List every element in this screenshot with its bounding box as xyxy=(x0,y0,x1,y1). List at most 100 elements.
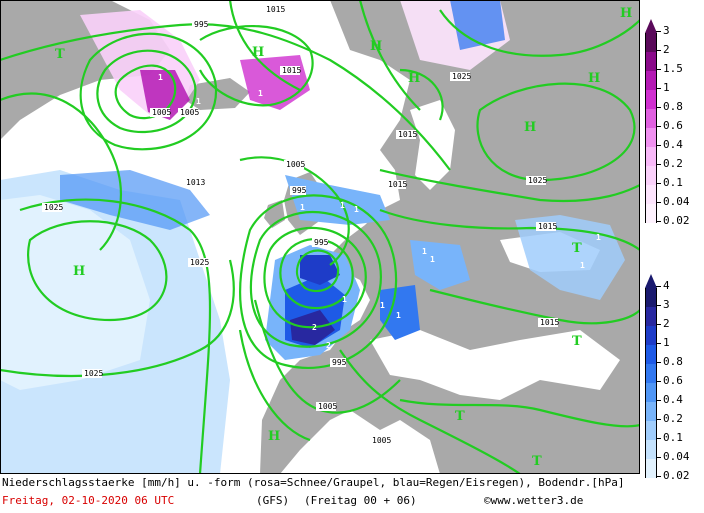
isobar-line xyxy=(379,208,640,251)
isobar-line xyxy=(27,220,168,322)
snow-scale-swatch xyxy=(645,147,657,166)
isobar-label: 995 xyxy=(290,186,307,195)
rain-scale-label: 0.6 xyxy=(663,374,683,387)
rain-scale-tick xyxy=(656,438,661,439)
map-caption: Niederschlagsstaerke [mm/h] u. -form (ro… xyxy=(2,476,625,489)
copyright: ©www.wetter3.de xyxy=(484,494,583,507)
isobar-label: 1005 xyxy=(150,108,171,117)
svg-text:1015: 1015 xyxy=(540,318,559,327)
rain-scale-tick xyxy=(656,343,661,344)
rain-scale-swatch xyxy=(645,383,657,402)
precip-value: 1 xyxy=(342,295,347,304)
snow-scale-swatch xyxy=(645,204,657,223)
high-pressure-center: H xyxy=(268,429,280,444)
precip-value: 1 xyxy=(300,203,305,212)
rain-scale-tick xyxy=(656,324,661,325)
rain-scale-tick xyxy=(656,362,661,363)
rain-scale-label: 0.8 xyxy=(663,355,683,368)
svg-text:1005: 1005 xyxy=(372,436,391,445)
rain-scale-label: 0.04 xyxy=(663,450,690,463)
isobar-line xyxy=(439,9,640,57)
svg-text:1005: 1005 xyxy=(286,160,305,169)
isobar-label: 1025 xyxy=(450,72,471,81)
isobar-line xyxy=(249,210,382,348)
high-pressure-center: H xyxy=(620,6,632,21)
snow-scale-tick xyxy=(656,69,661,70)
precip-value: 1 xyxy=(258,89,263,98)
snow-scale-label: 1.5 xyxy=(663,62,683,75)
isobar-label: 995 xyxy=(312,238,329,247)
isobar-label: 1015 xyxy=(536,222,557,231)
precip-value: 1 xyxy=(354,205,359,214)
isobar-line xyxy=(199,25,314,107)
snow-scale-swatch xyxy=(645,33,657,52)
svg-text:995: 995 xyxy=(314,238,329,247)
isobar-label: 1015 xyxy=(264,5,285,14)
snow-scale-tick xyxy=(656,145,661,146)
rain-area-arctic xyxy=(450,0,505,50)
precip-value: 1 xyxy=(596,233,601,242)
isobar-label: 1025 xyxy=(42,203,63,212)
svg-text:1013: 1013 xyxy=(186,178,205,187)
snow-scale-swatch xyxy=(645,71,657,90)
svg-text:1025: 1025 xyxy=(84,369,103,378)
snow-scale-label: 0.6 xyxy=(663,119,683,132)
rain-scale-tick xyxy=(656,305,661,306)
rain-scale-swatch xyxy=(645,364,657,383)
rain-scale-label: 0.4 xyxy=(663,393,683,406)
isobar-label: 1025 xyxy=(526,176,547,185)
isobar-line xyxy=(19,198,212,474)
precip-value: 1 xyxy=(422,247,427,256)
rain-scale-swatch xyxy=(645,459,657,478)
high-pressure-center: H xyxy=(370,39,382,54)
svg-text:1015: 1015 xyxy=(538,222,557,231)
svg-text:995: 995 xyxy=(194,20,209,29)
low-pressure-center: T xyxy=(532,454,542,469)
isobar-label: 1005 xyxy=(284,160,305,169)
snow-scale-tick xyxy=(656,164,661,165)
site-name: www.wetter3.de xyxy=(490,494,584,507)
snow-scale-label: 0.04 xyxy=(663,195,690,208)
rain-scale-swatch xyxy=(645,402,657,421)
rain-scale-bottom-arrow xyxy=(645,478,657,492)
isobar-label: 995 xyxy=(192,20,209,29)
rain-area-central xyxy=(410,240,470,290)
weather-map: 1015 995 1015 1005 1025 1015 1005 1025 9… xyxy=(0,0,640,474)
svg-text:1015: 1015 xyxy=(282,66,301,75)
isobar-label: 1015 xyxy=(280,66,301,75)
rain-scale-tick xyxy=(656,400,661,401)
map-footer: Freitag, 02-10-2020 06 UTC (GFS) (Freita… xyxy=(2,494,702,507)
snow-scale-swatch xyxy=(645,166,657,185)
snow-scale-label: 1 xyxy=(663,81,670,94)
isobar-line xyxy=(476,82,636,182)
svg-text:1025: 1025 xyxy=(528,176,547,185)
isobar-line xyxy=(228,0,301,91)
isobar-label: 1015 xyxy=(396,130,417,139)
isobar-label: 1013 xyxy=(184,178,205,187)
isobar-line xyxy=(96,49,197,134)
isobars xyxy=(0,0,640,474)
isobar-line xyxy=(429,288,640,325)
isobar-line xyxy=(399,68,444,121)
precip-value: 1 xyxy=(430,255,435,264)
snow-scale-swatch xyxy=(645,185,657,204)
precip-value: 1 xyxy=(396,311,401,320)
snow-scale-tick xyxy=(656,50,661,51)
rain-area-alps xyxy=(380,285,420,340)
forecast-date: Freitag, 02-10-2020 06 UTC xyxy=(2,494,175,507)
isobar-label: 1005 xyxy=(316,402,337,411)
snow-scale-label: 0.4 xyxy=(663,138,683,151)
snow-scale-tick xyxy=(656,221,661,222)
isobar-label: 1015 xyxy=(538,318,559,327)
precip-value: 1 xyxy=(580,261,585,270)
map-border xyxy=(0,0,640,474)
snow-scale-tick xyxy=(656,31,661,32)
rain-scale-label: 1 xyxy=(663,336,670,349)
rain-scale-label: 2 xyxy=(663,317,670,330)
rain-scale-label: 0.1 xyxy=(663,431,683,444)
snow-scale-tick xyxy=(656,126,661,127)
precip-value: 1 xyxy=(196,97,201,106)
isobar-line xyxy=(379,168,640,203)
snow-scale-tick xyxy=(656,88,661,89)
